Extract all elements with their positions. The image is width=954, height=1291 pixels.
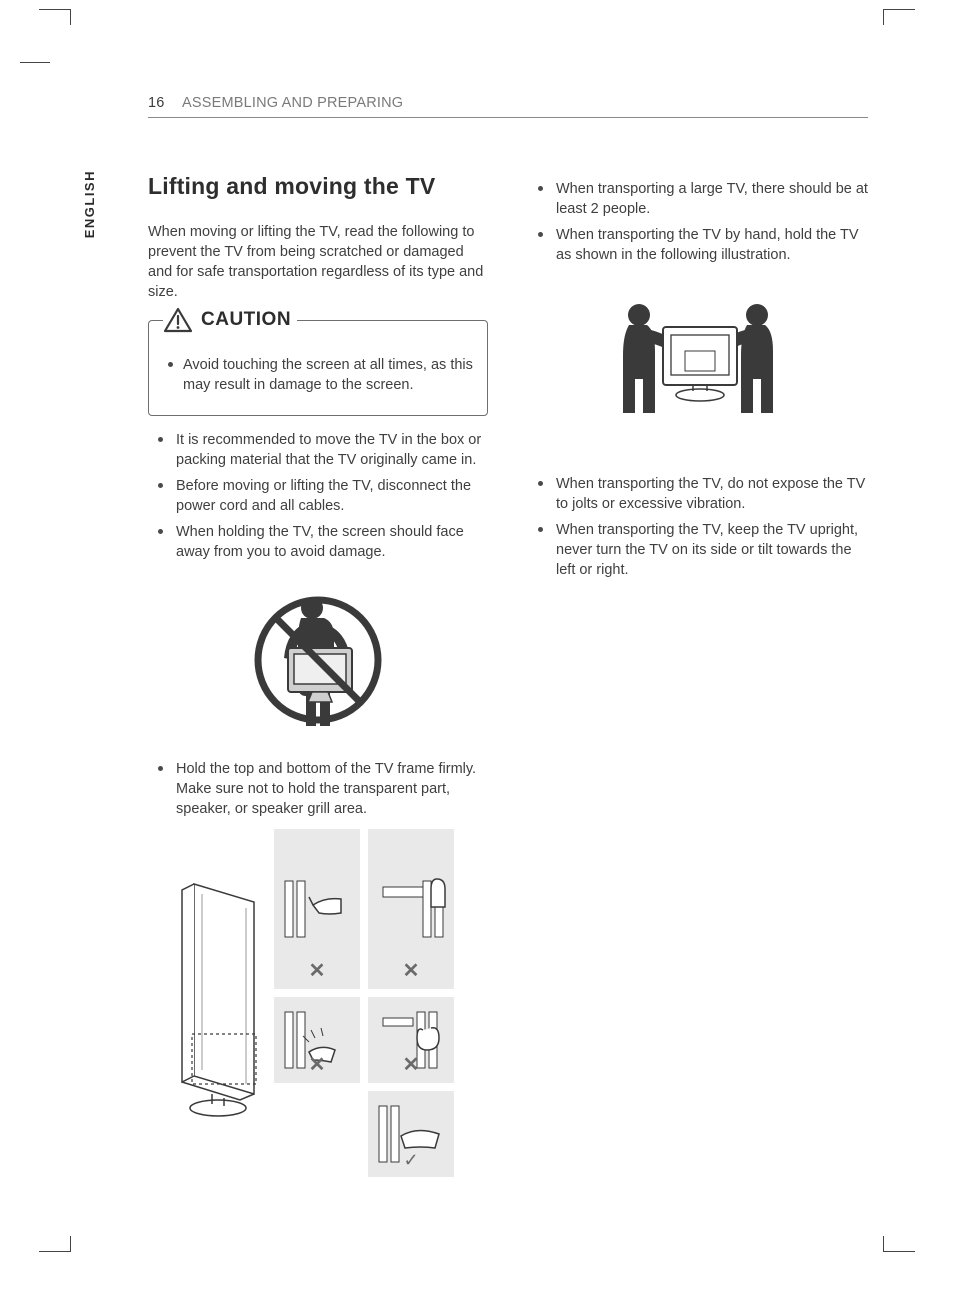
figure-two-people-carry	[528, 293, 868, 448]
list-item: Avoid touching the screen at all times, …	[163, 355, 473, 395]
language-tab: ENGLISH	[82, 170, 97, 238]
list-item: When holding the TV, the screen should f…	[148, 522, 488, 562]
figure-grip-wrong: ✕	[274, 997, 360, 1083]
crop-mark	[20, 62, 50, 63]
section-name: ASSEMBLING AND PREPARING	[182, 95, 403, 111]
list-item: When transporting a large TV, there shou…	[528, 179, 868, 219]
list-item: When transporting the TV, keep the TV up…	[528, 520, 868, 580]
caution-label: CAUTION	[201, 309, 291, 331]
caution-list: Avoid touching the screen at all times, …	[163, 355, 473, 395]
figure-prohibit-carry	[148, 576, 488, 741]
x-mark-icon: ✕	[403, 958, 420, 983]
crop-mark	[70, 1236, 85, 1251]
list-item: Hold the top and bottom of the TV frame …	[148, 759, 488, 819]
list-item: When transporting the TV by hand, hold t…	[528, 225, 868, 265]
figure-tv-outline	[166, 829, 266, 1177]
intro-paragraph: When moving or lifting the TV, read the …	[148, 222, 488, 302]
page-title: Lifting and moving the TV	[148, 173, 488, 200]
crop-mark	[869, 1236, 884, 1251]
caution-triangle-icon	[163, 307, 193, 333]
left-column: Lifting and moving the TV When moving or…	[148, 173, 488, 1271]
list-item: It is recommended to move the TV in the …	[148, 430, 488, 470]
caution-heading: CAUTION	[163, 307, 297, 333]
crop-mark	[869, 10, 884, 25]
page-content: 16 ASSEMBLING AND PREPARING Lifting and …	[148, 95, 868, 1271]
caution-box: CAUTION Avoid touching the screen at all…	[148, 320, 488, 416]
figure-grip-wrong: ✕	[368, 829, 454, 989]
bullet-list: It is recommended to move the TV in the …	[148, 430, 488, 562]
x-mark-icon: ✕	[403, 1052, 420, 1077]
figure-empty	[166, 1185, 266, 1271]
figure-grip-wrong: ✕	[368, 997, 454, 1083]
figure-grip-wrong: ✕	[274, 829, 360, 989]
right-column: When transporting a large TV, there shou…	[528, 173, 868, 1271]
bullet-list: When transporting the TV, do not expose …	[528, 474, 868, 580]
running-header: 16 ASSEMBLING AND PREPARING	[148, 95, 868, 118]
x-mark-icon: ✕	[309, 958, 326, 983]
figure-grip-correct: ✓	[368, 1091, 454, 1177]
check-mark-icon: ✓	[403, 1150, 418, 1171]
page-number: 16	[148, 95, 165, 111]
figure-empty	[274, 1091, 360, 1177]
bullet-list: When transporting a large TV, there shou…	[528, 179, 868, 265]
figure-grip-grid: ✕ ✕	[166, 829, 488, 1271]
bullet-list: Hold the top and bottom of the TV frame …	[148, 759, 488, 819]
x-mark-icon: ✕	[309, 1052, 326, 1077]
crop-mark	[70, 10, 85, 25]
list-item: Before moving or lifting the TV, disconn…	[148, 476, 488, 516]
list-item: When transporting the TV, do not expose …	[528, 474, 868, 514]
